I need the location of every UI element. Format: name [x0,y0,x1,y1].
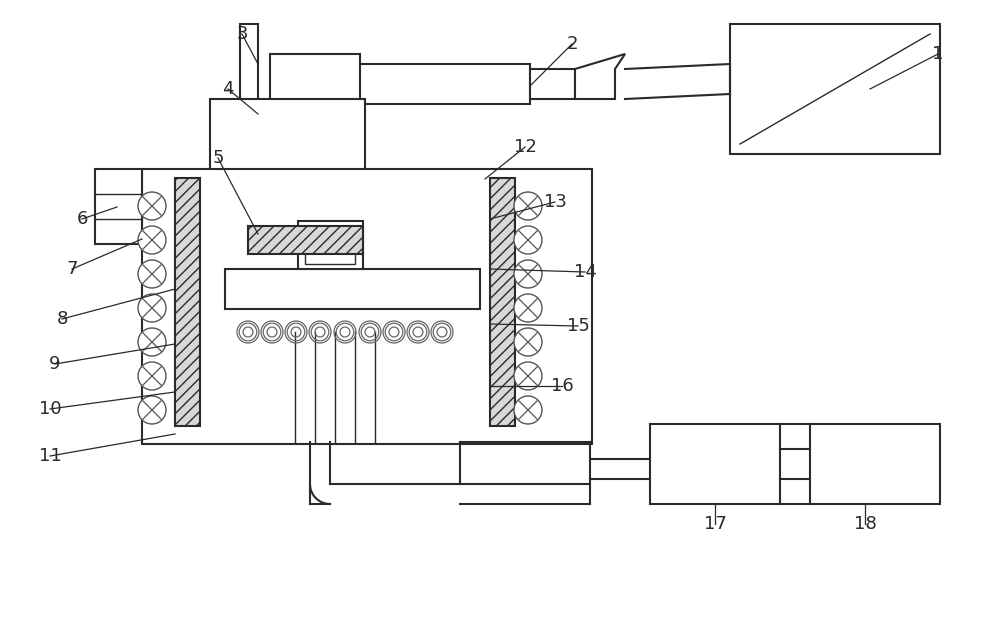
Text: 8: 8 [56,310,68,328]
Bar [490,178,515,426]
Text: 17: 17 [704,515,726,533]
Circle shape [514,260,542,288]
Text: 1: 1 [932,45,944,63]
Circle shape [514,192,542,220]
Circle shape [138,362,166,390]
Bar [248,226,363,254]
Circle shape [138,226,166,254]
Text: 6: 6 [76,210,88,228]
Circle shape [514,226,542,254]
Text: 3: 3 [236,25,248,43]
Text: 16: 16 [551,377,573,395]
Text: 7: 7 [66,260,78,278]
Text: 14: 14 [574,263,596,281]
Text: 5: 5 [212,149,224,167]
Bar [337,212,353,234]
Text: 2: 2 [566,35,578,53]
Bar [298,221,363,269]
Bar [355,64,530,104]
Text: 18: 18 [854,515,876,533]
Polygon shape [575,54,625,99]
Bar [240,24,258,104]
Bar [95,169,142,244]
Bar [142,169,592,444]
Bar [730,24,940,154]
Circle shape [138,328,166,356]
Text: 12: 12 [514,138,536,156]
Circle shape [138,294,166,322]
Text: 4: 4 [222,80,234,98]
Text: 13: 13 [544,193,566,211]
Circle shape [138,396,166,424]
Bar [305,249,355,264]
Bar [650,424,780,504]
Bar [312,212,328,234]
Bar [225,269,480,309]
Bar [810,424,940,504]
Bar [530,69,575,99]
Text: 10: 10 [39,400,61,418]
Circle shape [138,260,166,288]
Text: 15: 15 [567,317,589,335]
Circle shape [514,294,542,322]
Bar [270,54,360,114]
Circle shape [514,362,542,390]
Circle shape [514,328,542,356]
Bar [237,212,253,234]
Bar [210,99,365,179]
Text: 9: 9 [49,355,61,373]
Text: 11: 11 [39,447,61,465]
Bar [175,178,200,426]
Circle shape [138,192,166,220]
Bar [287,212,303,234]
Bar [262,212,278,234]
Circle shape [514,396,542,424]
